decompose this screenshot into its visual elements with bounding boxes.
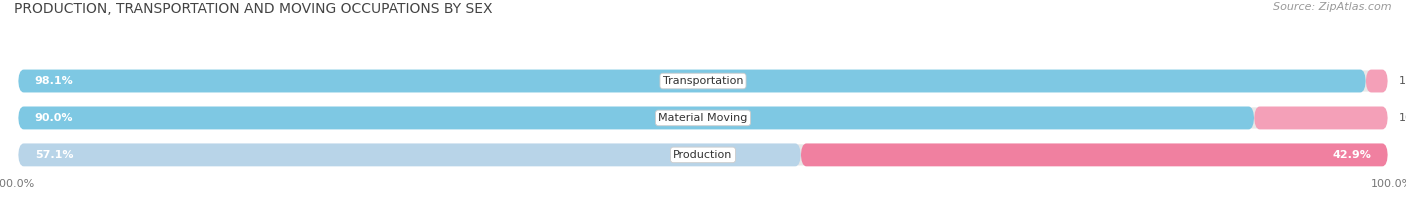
Text: Transportation: Transportation — [662, 76, 744, 86]
FancyBboxPatch shape — [801, 143, 1388, 166]
FancyBboxPatch shape — [1254, 107, 1388, 129]
FancyBboxPatch shape — [18, 107, 1388, 129]
FancyBboxPatch shape — [18, 143, 801, 166]
Text: 42.9%: 42.9% — [1333, 150, 1371, 160]
FancyBboxPatch shape — [18, 143, 1388, 166]
FancyBboxPatch shape — [18, 70, 1388, 92]
Text: Material Moving: Material Moving — [658, 113, 748, 123]
Text: Production: Production — [673, 150, 733, 160]
FancyBboxPatch shape — [18, 107, 1254, 129]
Text: 57.1%: 57.1% — [35, 150, 73, 160]
Text: Source: ZipAtlas.com: Source: ZipAtlas.com — [1274, 2, 1392, 12]
Text: 98.1%: 98.1% — [35, 76, 73, 86]
FancyBboxPatch shape — [18, 70, 1365, 92]
Text: PRODUCTION, TRANSPORTATION AND MOVING OCCUPATIONS BY SEX: PRODUCTION, TRANSPORTATION AND MOVING OC… — [14, 2, 492, 16]
FancyBboxPatch shape — [1365, 70, 1388, 92]
Text: 10.0%: 10.0% — [1399, 113, 1406, 123]
Text: 90.0%: 90.0% — [35, 113, 73, 123]
Text: 1.9%: 1.9% — [1399, 76, 1406, 86]
